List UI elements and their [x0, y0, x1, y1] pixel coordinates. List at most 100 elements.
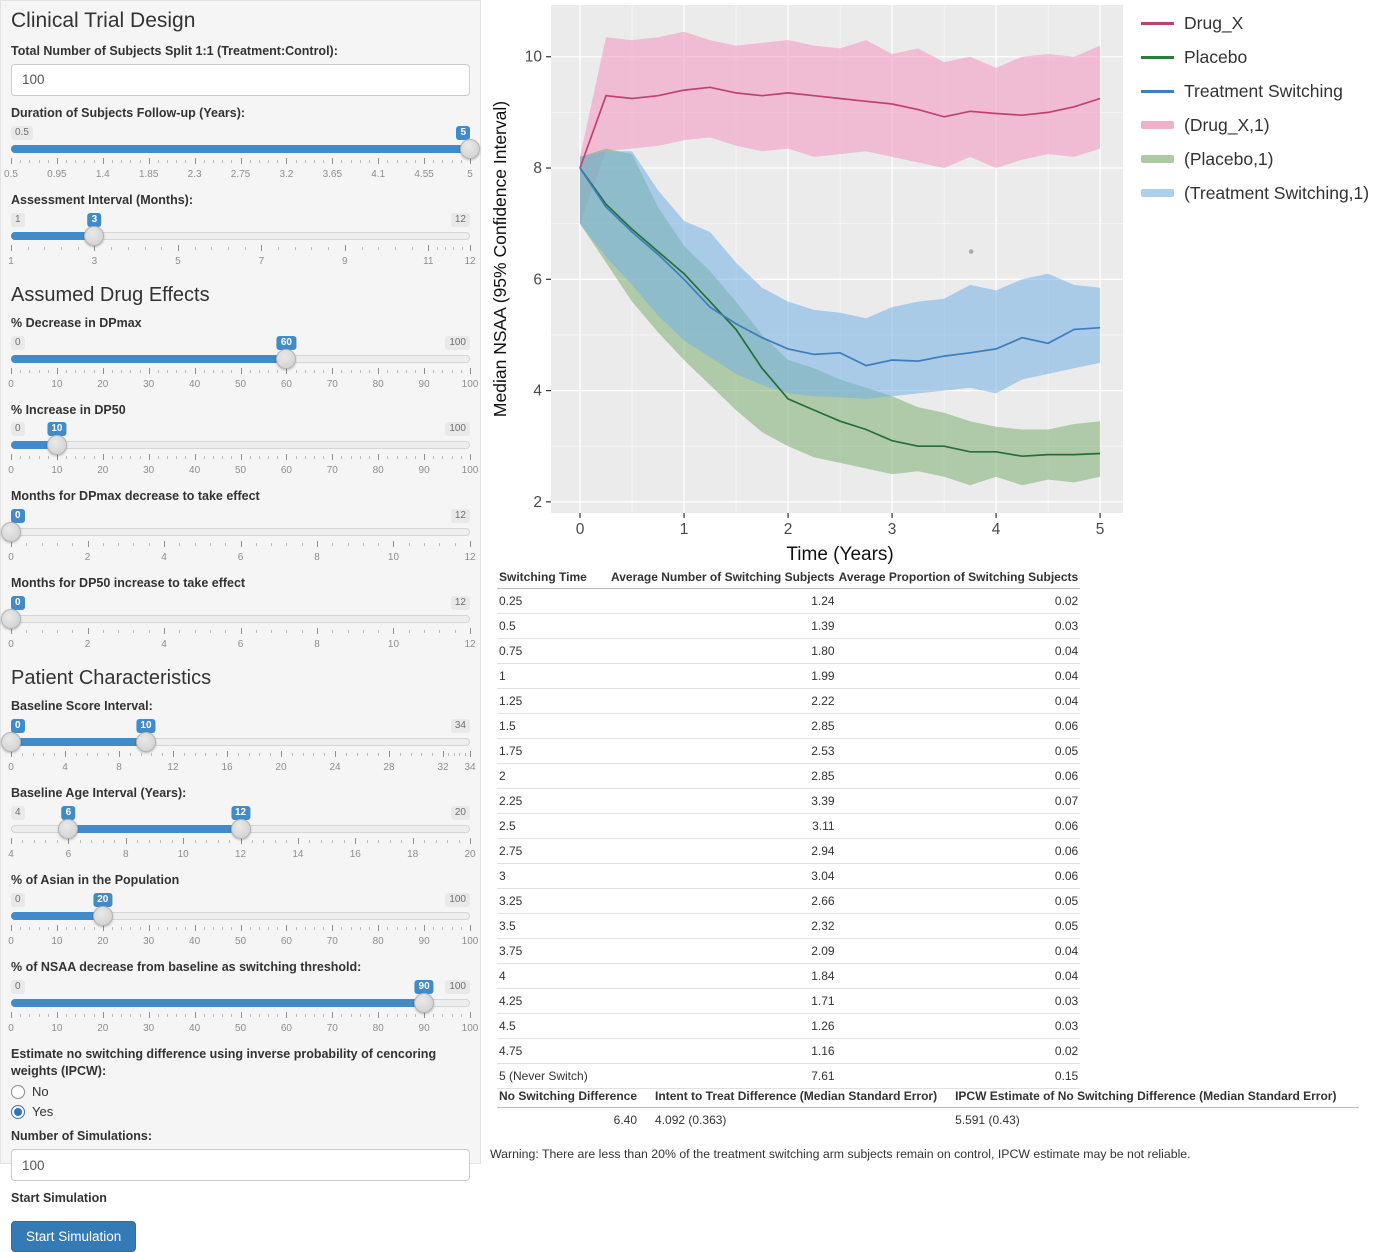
svg-text:2: 2: [784, 521, 793, 538]
nsaa-threshold-handle[interactable]: [414, 992, 435, 1013]
assessment-interval-badge-12: 12: [450, 212, 470, 227]
assessment-interval-slider[interactable]: 1 3 12 1 3 5 7 9 11 12: [8, 212, 476, 270]
nsaa-threshold-badge-100: 100: [445, 979, 470, 994]
table-cell: 2: [497, 763, 609, 789]
table-cell: 7.61: [609, 1063, 837, 1089]
asian-pct-badge-20: 20: [93, 892, 113, 907]
table-cell: 2.85: [609, 763, 837, 789]
y-axis-title: Median NSAA (95% Confidence Interval): [490, 101, 510, 417]
assessment-interval-handle[interactable]: [84, 225, 105, 246]
nsaa-threshold-slider[interactable]: 0 90 100 0 10 20 30 40 50 60 70 80 90 100: [8, 979, 479, 1037]
assessment-interval-badge-3: 3: [87, 212, 102, 227]
table-row: 1 1.99 0.04: [497, 663, 1081, 689]
total-subjects-input[interactable]: [11, 63, 470, 96]
ipcw-radio-label: Yes: [32, 1104, 54, 1120]
asian-pct-handle[interactable]: [92, 905, 113, 926]
months-dp50-slider[interactable]: 0 12 0 2 4 6 8 10 12: [1, 596, 476, 653]
control-dp50-increase: % Increase in DP50 0 10 100 0 10 20 30 40 50 60 70 8…: [8, 402, 479, 480]
dpmax-decrease-handle[interactable]: [276, 348, 297, 369]
nsaa-line-chart: 0 1 2 3 4 5 2 4 6 8 10 Time (Years) Median NSAA (95%…: [490, 5, 1123, 565]
table-cell: 0.02: [836, 588, 1081, 614]
months-dp50-handle[interactable]: [1, 609, 21, 630]
table-cell: 1.75: [497, 738, 609, 764]
baseline-age-handle[interactable]: [58, 818, 79, 839]
baseline-age-fill: [68, 824, 241, 833]
months-dpmax-handle[interactable]: [1, 522, 21, 543]
table-cell: 3.11: [609, 813, 837, 839]
legend-item--placebo-1-: (Placebo,1): [1141, 142, 1369, 176]
months-dpmax-track[interactable]: [11, 528, 470, 537]
legend-key-band: [1141, 121, 1174, 129]
svg-text:5: 5: [1096, 521, 1105, 538]
table-cell: 0.04: [836, 663, 1081, 689]
baseline-score-badge-0: 0: [11, 719, 25, 733]
table-cell: 1.16: [609, 1038, 837, 1064]
nsaa-threshold-tick-labels: 0 10 20 30 40 50 60 70 80 90 100: [8, 1022, 479, 1034]
sidebar-controls: Total Number of Subjects Split 1:1 (Trea…: [1, 43, 480, 1252]
followup-duration-slider[interactable]: 0.5 5 0.5 0.95 1.4 1.85 2.3 2.75 3.2 3.65 4.1 4.55 5: [4, 125, 480, 183]
table-cell: 2.32: [609, 913, 837, 939]
ipcw-warning-text: Warning: There are less than 20% of the …: [490, 1147, 1191, 1161]
legend-item-placebo: Placebo: [1141, 40, 1369, 74]
sidebar-panel: Clinical Trial Design Total Number of Su…: [0, 0, 481, 1252]
baseline-age-badge-12: 12: [230, 805, 251, 820]
table-row: 2.75 2.94 0.06: [497, 838, 1081, 864]
ipcw-option-no[interactable]: No: [11, 1084, 470, 1099]
months-dpmax-slider[interactable]: 0 12 0 2 4 6 8 10 12: [1, 509, 476, 566]
ipcw-radio-yes[interactable]: [11, 1104, 25, 1119]
control-baseline-score: Baseline Score Interval: 0 10 34 0 4 8 12 16 20 24…: [1, 698, 476, 776]
table-cell: 0.05: [836, 913, 1081, 939]
legend-label: (Treatment Switching,1): [1184, 182, 1370, 203]
column-header: IPCW Estimate of No Switching Difference…: [939, 1085, 1360, 1108]
table-cell: 1.25: [497, 688, 609, 714]
column-header: No Switching Difference: [497, 1085, 640, 1108]
table-row: 0.75 1.80 0.04: [497, 638, 1081, 664]
baseline-score-handle[interactable]: [135, 732, 156, 752]
dpmax-decrease-label: % Decrease in DPmax: [11, 315, 142, 330]
table-cell: 1: [497, 663, 609, 689]
ipcw-option-yes[interactable]: Yes: [11, 1104, 470, 1119]
table-cell: 1.5: [497, 713, 609, 739]
table-row: 1.25 2.22 0.04: [497, 688, 1081, 714]
legend-item--drug-x-1-: (Drug_X,1): [1141, 108, 1369, 142]
baseline-score-handle[interactable]: [1, 732, 21, 752]
dp50-increase-badge-0: 0: [11, 422, 25, 437]
baseline-score-badge-34: 34: [450, 719, 470, 733]
table-cell: 4: [497, 963, 609, 989]
asian-pct-slider[interactable]: 0 20 100 0 10 20 30 40 50 60 70 80 90 100: [8, 892, 478, 950]
legend-label: Drug_X: [1184, 12, 1244, 33]
baseline-age-slider[interactable]: 4 6 12 20 4 6 8 10 12 14 16 18 20: [8, 805, 476, 863]
legend-key-line: [1141, 55, 1174, 59]
legend-item-treatment-switching: Treatment Switching: [1141, 74, 1369, 108]
dp50-increase-badge-100: 100: [445, 422, 470, 437]
baseline-score-slider[interactable]: 0 10 34 0 4 8 12 16 20 24 28 32 34: [1, 719, 476, 776]
table-cell: 0.75: [497, 638, 609, 664]
dpmax-decrease-badge-0: 0: [11, 335, 25, 350]
control-assessment-interval: Assessment Interval (Months): 1 3 12 1 3 5 7 9 11…: [8, 192, 476, 270]
dp50-increase-tick-labels: 0 10 20 30 40 50 60 70 80 90 100: [8, 465, 479, 477]
control-baseline-age: Baseline Age Interval (Years): 4 6 12 20 4 6 8 1…: [8, 785, 476, 863]
dp50-increase-slider[interactable]: 0 10 100 0 10 20 30 40 50 60 70 80 90 100: [8, 422, 479, 479]
control-nsaa-threshold: % of NSAA decrease from baseline as swit…: [8, 959, 479, 1037]
control-num-simulations: Number of Simulations:: [11, 1128, 470, 1182]
followup-duration-handle[interactable]: [460, 138, 480, 159]
table-row: 2.5 3.11 0.06: [497, 813, 1081, 839]
months-dp50-track[interactable]: [11, 615, 470, 624]
num-simulations-input[interactable]: [11, 1149, 470, 1182]
dp50-increase-handle[interactable]: [46, 435, 67, 456]
table-row: 3.25 2.66 0.05: [497, 888, 1081, 914]
baseline-age-handle[interactable]: [230, 818, 251, 839]
dpmax-decrease-ticks: [11, 367, 471, 375]
dpmax-decrease-slider[interactable]: 0 60 100 0 10 20 30 40 50 60 70 80 90 100: [8, 335, 478, 393]
table-row: 4.5 1.26 0.03: [497, 1013, 1081, 1039]
svg-text:8: 8: [533, 160, 542, 177]
control-months-dpmax: Months for DPmax decrease to take effect…: [1, 488, 476, 566]
table-cell: 6.40: [613, 1112, 638, 1127]
svg-text:2: 2: [533, 494, 542, 511]
followup-duration-ticks: [11, 157, 471, 165]
summary-table-table: No Switching Difference Intent to Treat D…: [497, 1085, 1360, 1132]
table-row: 3.75 2.09 0.04: [497, 938, 1081, 964]
ipcw-radio-no[interactable]: [11, 1084, 25, 1099]
dp50-increase-track[interactable]: [11, 441, 470, 450]
start-simulation-button[interactable]: Start Simulation: [11, 1221, 137, 1252]
